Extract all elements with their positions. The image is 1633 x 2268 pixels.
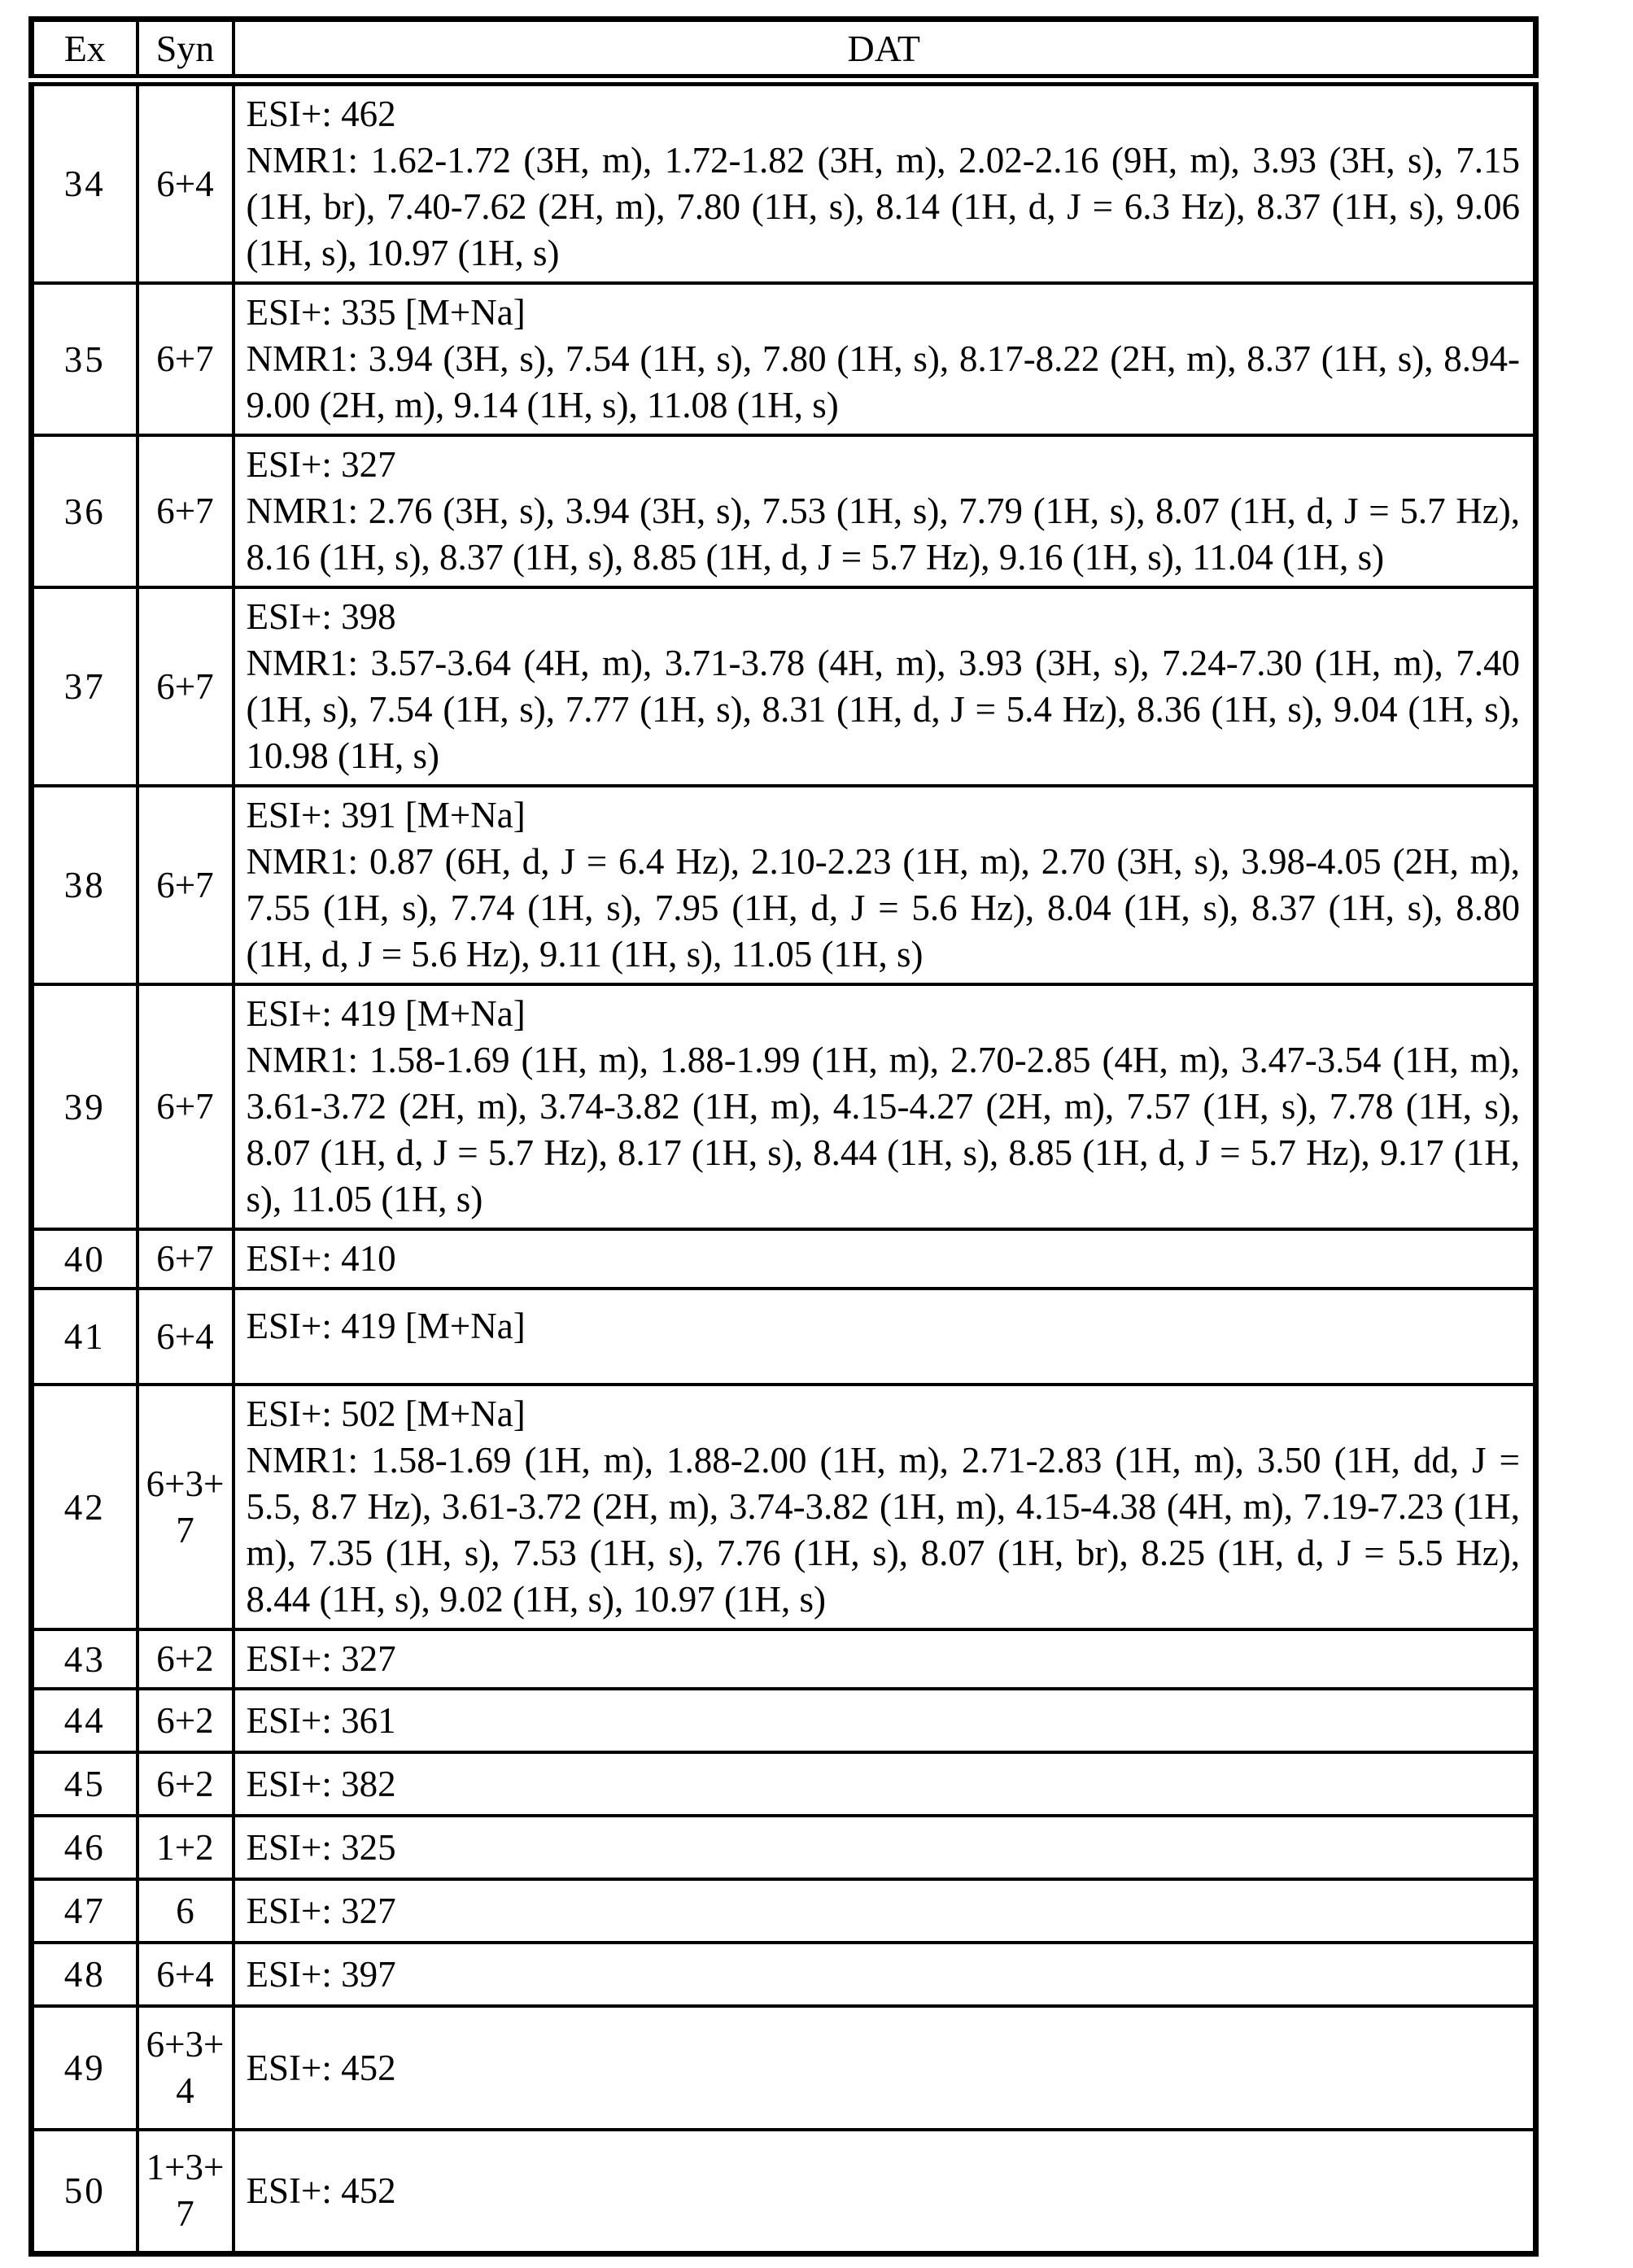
table-row-ex35: 35 6+7 ESI+: 335 [M+Na] NMR1: 3.94 (3H, … bbox=[29, 281, 1538, 437]
table-row-ex36: 36 6+7 ESI+: 327 NMR1: 2.76 (3H, s), 3.9… bbox=[29, 434, 1538, 589]
esi-value: ESI+: 361 bbox=[246, 1699, 396, 1741]
syn-cell: 6+3+7 bbox=[135, 1383, 235, 1631]
table-row-ex50: 50 1+3+7 ESI+: 452 bbox=[29, 2128, 1538, 2255]
syn-cell: 6+7 bbox=[135, 784, 235, 986]
ex-cell: 46 bbox=[29, 1814, 139, 1881]
nmr-value: NMR1: 1.58-1.69 (1H, m), 1.88-1.99 (1H, … bbox=[246, 1040, 1521, 1219]
table-row-ex41: 41 6+4 ESI+: 419 [M+Na] bbox=[29, 1287, 1538, 1386]
table-row-ex34: 34 6+4 ESI+: 462 NMR1: 1.62-1.72 (3H, m)… bbox=[29, 78, 1538, 285]
table-row-ex42: 42 6+3+7 ESI+: 502 [M+Na] NMR1: 1.58-1.6… bbox=[29, 1383, 1538, 1631]
nmr-value: NMR1: 1.62-1.72 (3H, m), 1.72-1.82 (3H, … bbox=[246, 140, 1521, 273]
esi-value: ESI+: 419 [M+Na] bbox=[246, 993, 526, 1034]
esi-value: ESI+: 327 bbox=[246, 1638, 396, 1679]
dat-cell: ESI+: 452 bbox=[231, 2004, 1538, 2131]
ex-cell: 39 bbox=[29, 983, 139, 1231]
table-row-ex37: 37 6+7 ESI+: 398 NMR1: 3.57-3.64 (4H, m)… bbox=[29, 586, 1538, 787]
nmr-value: NMR1: 3.57-3.64 (4H, m), 3.71-3.78 (4H, … bbox=[246, 643, 1521, 776]
dat-cell: ESI+: 391 [M+Na] NMR1: 0.87 (6H, d, J = … bbox=[231, 784, 1538, 986]
ex-cell: 48 bbox=[29, 1941, 139, 2008]
ex-cell: 34 bbox=[29, 78, 139, 285]
ex-cell: 36 bbox=[29, 434, 139, 589]
table-row-ex47: 47 6 ESI+: 327 bbox=[29, 1878, 1538, 1944]
nmr-value: NMR1: 1.58-1.69 (1H, m), 1.88-2.00 (1H, … bbox=[246, 1440, 1521, 1620]
ex-cell: 37 bbox=[29, 586, 139, 787]
syn-cell: 6+4 bbox=[135, 1941, 235, 2008]
dat-cell: ESI+: 462 NMR1: 1.62-1.72 (3H, m), 1.72-… bbox=[231, 78, 1538, 285]
column-header-syn: Syn bbox=[135, 17, 235, 86]
nmr-value: NMR1: 3.94 (3H, s), 7.54 (1H, s), 7.80 (… bbox=[246, 338, 1521, 425]
table-row-ex46: 46 1+2 ESI+: 325 bbox=[29, 1814, 1538, 1881]
syn-cell: 6+4 bbox=[135, 78, 235, 285]
syn-cell: 1+3+7 bbox=[135, 2128, 235, 2255]
ex-cell: 42 bbox=[29, 1383, 139, 1631]
dat-cell: ESI+: 502 [M+Na] NMR1: 1.58-1.69 (1H, m)… bbox=[231, 1383, 1538, 1631]
table-row-ex43: 43 6+2 ESI+: 327 bbox=[29, 1628, 1538, 1690]
ex-cell: 40 bbox=[29, 1228, 139, 1290]
ex-cell: 44 bbox=[29, 1687, 139, 1754]
syn-cell: 6+7 bbox=[135, 281, 235, 437]
ex-cell: 41 bbox=[29, 1287, 139, 1386]
esi-value: ESI+: 398 bbox=[246, 596, 396, 637]
dat-cell: ESI+: 398 NMR1: 3.57-3.64 (4H, m), 3.71-… bbox=[231, 586, 1538, 787]
dat-cell: ESI+: 361 bbox=[231, 1687, 1538, 1754]
ex-cell: 38 bbox=[29, 784, 139, 986]
nmr-value: NMR1: 2.76 (3H, s), 3.94 (3H, s), 7.53 (… bbox=[246, 491, 1521, 578]
esi-value: ESI+: 419 [M+Na] bbox=[246, 1306, 526, 1346]
dat-cell: ESI+: 335 [M+Na] NMR1: 3.94 (3H, s), 7.5… bbox=[231, 281, 1538, 437]
header-row: Ex Syn DAT bbox=[29, 17, 1538, 86]
syn-cell: 6+4 bbox=[135, 1287, 235, 1386]
esi-value: ESI+: 452 bbox=[246, 2047, 396, 2088]
syn-cell: 6+3+4 bbox=[135, 2004, 235, 2131]
esi-value: ESI+: 382 bbox=[246, 1763, 396, 1804]
dat-cell: ESI+: 397 bbox=[231, 1941, 1538, 2008]
esi-value: ESI+: 327 bbox=[246, 444, 396, 485]
esi-value: ESI+: 410 bbox=[246, 1238, 396, 1279]
table-row-ex48: 48 6+4 ESI+: 397 bbox=[29, 1941, 1538, 2008]
table-row-ex45: 45 6+2 ESI+: 382 bbox=[29, 1751, 1538, 1817]
syn-cell: 6+7 bbox=[135, 586, 235, 787]
column-header-dat: DAT bbox=[231, 17, 1538, 86]
esi-value: ESI+: 325 bbox=[246, 1826, 396, 1868]
ex-cell: 50 bbox=[29, 2128, 139, 2255]
ex-cell: 35 bbox=[29, 281, 139, 437]
syn-cell: 6+2 bbox=[135, 1628, 235, 1690]
dat-cell: ESI+: 382 bbox=[231, 1751, 1538, 1817]
dat-cell: ESI+: 325 bbox=[231, 1814, 1538, 1881]
esi-value: ESI+: 452 bbox=[246, 2170, 396, 2211]
table-row-ex49: 49 6+3+4 ESI+: 452 bbox=[29, 2004, 1538, 2131]
table-row-ex40: 40 6+7 ESI+: 410 bbox=[29, 1228, 1538, 1290]
esi-value: ESI+: 462 bbox=[246, 94, 396, 134]
ex-cell: 49 bbox=[29, 2004, 139, 2131]
syn-cell: 6+7 bbox=[135, 983, 235, 1231]
dat-cell: ESI+: 327 bbox=[231, 1628, 1538, 1690]
ex-cell: 45 bbox=[29, 1751, 139, 1817]
syn-cell: 6+7 bbox=[135, 1228, 235, 1290]
dat-cell: ESI+: 327 bbox=[231, 1878, 1538, 1944]
dat-cell: ESI+: 419 [M+Na] bbox=[231, 1287, 1538, 1386]
syn-cell: 6 bbox=[135, 1878, 235, 1944]
esi-value: ESI+: 502 [M+Na] bbox=[246, 1394, 526, 1434]
esi-value: ESI+: 391 [M+Na] bbox=[246, 795, 526, 835]
syn-cell: 1+2 bbox=[135, 1814, 235, 1881]
compound-data-table: Ex Syn DAT 34 6+4 ESI+: 462 NMR1: 1.62-1… bbox=[28, 16, 1539, 2257]
esi-value: ESI+: 335 [M+Na] bbox=[246, 292, 526, 333]
dat-cell: ESI+: 410 bbox=[231, 1228, 1538, 1290]
table-row-ex38: 38 6+7 ESI+: 391 [M+Na] NMR1: 0.87 (6H, … bbox=[29, 784, 1538, 986]
syn-cell: 6+2 bbox=[135, 1687, 235, 1754]
dat-cell: ESI+: 419 [M+Na] NMR1: 1.58-1.69 (1H, m)… bbox=[231, 983, 1538, 1231]
column-header-ex: Ex bbox=[29, 17, 139, 86]
nmr-value: NMR1: 0.87 (6H, d, J = 6.4 Hz), 2.10-2.2… bbox=[246, 841, 1521, 975]
esi-value: ESI+: 397 bbox=[246, 1953, 396, 1995]
dat-cell: ESI+: 452 bbox=[231, 2128, 1538, 2255]
ex-cell: 47 bbox=[29, 1878, 139, 1944]
esi-value: ESI+: 327 bbox=[246, 1890, 396, 1931]
syn-cell: 6+2 bbox=[135, 1751, 235, 1817]
dat-cell: ESI+: 327 NMR1: 2.76 (3H, s), 3.94 (3H, … bbox=[231, 434, 1538, 589]
table-row-ex39: 39 6+7 ESI+: 419 [M+Na] NMR1: 1.58-1.69 … bbox=[29, 983, 1538, 1231]
syn-cell: 6+7 bbox=[135, 434, 235, 589]
ex-cell: 43 bbox=[29, 1628, 139, 1690]
table-row-ex44: 44 6+2 ESI+: 361 bbox=[29, 1687, 1538, 1754]
